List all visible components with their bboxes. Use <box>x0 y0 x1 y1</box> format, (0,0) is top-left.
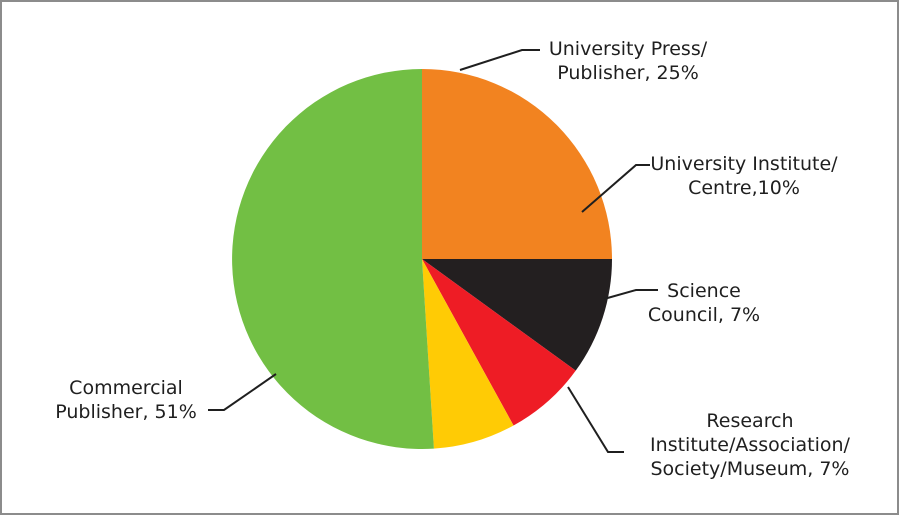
slice-label-4-line-0: Commercial <box>69 377 183 399</box>
leader-lines <box>208 49 658 453</box>
slice-label-4-line-1: Publisher, 51% <box>55 401 197 423</box>
slice-label-4: Commercial Publisher, 51% <box>55 377 197 423</box>
leader-line-4 <box>208 373 277 411</box>
slice-label-0: University Press/Publisher, 25% <box>549 38 708 84</box>
slice-label-2-line-1: Council, 7% <box>648 304 760 326</box>
leader-line-2 <box>603 289 658 300</box>
slice-label-2: Science Council, 7% <box>648 280 760 326</box>
pie-slice-2 <box>422 259 576 426</box>
slice-label-3-line-2: Society/Museum, 7% <box>651 458 850 480</box>
leader-line-1 <box>581 164 650 213</box>
slice-label-1-line-1: Centre,10% <box>688 177 800 199</box>
pie-slices <box>232 69 612 449</box>
leader-line-0 <box>459 49 540 71</box>
slice-label-3-line-0: Research <box>706 410 793 432</box>
pie-slice-0 <box>422 69 612 259</box>
slice-label-1-line-0: University Institute/ <box>650 153 838 175</box>
pie-slice-1 <box>422 259 612 371</box>
pie-slice-3 <box>422 259 514 449</box>
slice-label-3-line-1: Institute/Association/ <box>650 434 850 456</box>
slice-label-2-line-0: Science <box>667 280 741 302</box>
slice-label-3: Research Institute/Association/Society/Mu… <box>650 410 850 480</box>
slice-label-0-line-1: Publisher, 25% <box>557 62 699 84</box>
slice-label-1: University Institute/Centre,10% <box>650 153 838 199</box>
slice-label-0-line-0: University Press/ <box>549 38 708 60</box>
slice-labels: University Press/Publisher, 25%Universit… <box>55 38 850 480</box>
pie-slice-4 <box>232 69 434 449</box>
leader-line-3 <box>567 386 624 453</box>
